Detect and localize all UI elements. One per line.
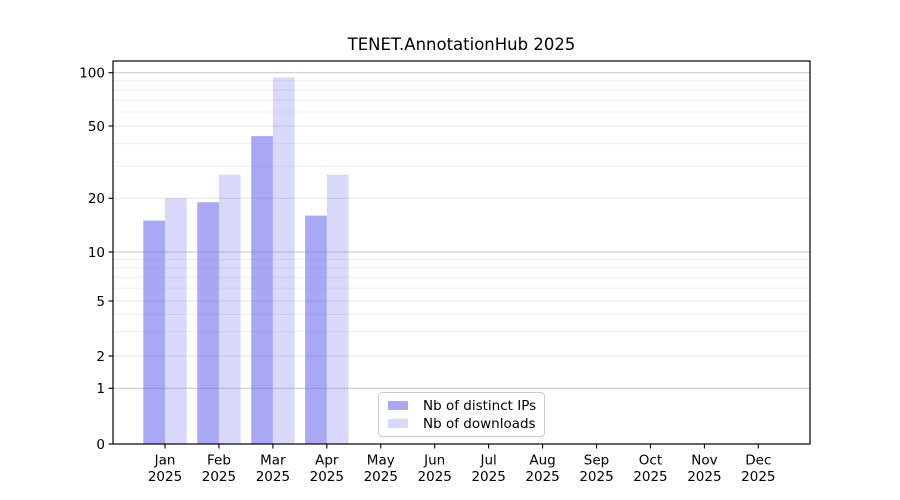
x-tick-label-month: Oct [639,453,662,469]
legend-swatch-downloads [388,419,408,428]
bar-downloads [165,198,187,444]
x-tick-label-year: 2025 [525,469,559,485]
x-tick-label-month: Jul [479,453,496,469]
legend-swatch-distinct-ips [388,401,408,410]
x-tick-label-year: 2025 [148,469,182,485]
y-tick-label: 0 [96,437,105,453]
legend-item-distinct-ips: Nb of distinct IPs [388,397,544,414]
x-tick-label-year: 2025 [418,469,452,485]
x-tick-label-year: 2025 [687,469,721,485]
y-tick-label: 20 [88,191,105,207]
x-tick-label-year: 2025 [741,469,775,485]
legend-item-downloads: Nb of downloads [388,415,544,432]
y-tick-label: 5 [96,294,105,310]
x-tick-label-month: Jan [154,453,176,469]
bar-distinct-ips [305,215,327,444]
y-tick-label: 50 [88,119,105,135]
x-tick-label-year: 2025 [633,469,667,485]
bar-downloads [218,174,241,444]
x-tick-label-year: 2025 [364,469,398,485]
bar-distinct-ips [197,202,219,444]
y-tick-label: 100 [79,66,105,82]
chart-legend: Nb of distinct IPs Nb of downloads [378,392,545,437]
x-tick-label-month: Jun [423,453,445,469]
y-tick-label: 10 [88,245,105,261]
x-tick-label-month: Apr [315,453,339,469]
bar-distinct-ips [143,220,165,444]
x-tick-label-year: 2025 [579,469,613,485]
bar-downloads [326,174,349,444]
x-tick-label-month: Sep [584,453,609,469]
bar-downloads [272,77,295,444]
x-tick-label-year: 2025 [471,469,505,485]
y-tick-label: 2 [96,349,105,365]
x-tick-label-month: Feb [207,453,231,469]
x-tick-label-year: 2025 [256,469,290,485]
x-tick-label-month: Aug [529,453,555,469]
y-tick-label: 1 [96,381,105,397]
x-tick-label-month: Nov [691,453,717,469]
legend-label-distinct-ips: Nb of distinct IPs [423,397,537,414]
x-tick-label-month: May [367,453,395,469]
x-tick-label-month: Dec [745,453,771,469]
bar-distinct-ips [251,136,273,444]
legend-label-downloads: Nb of downloads [423,415,536,432]
x-tick-label-year: 2025 [202,469,236,485]
chart-title: TENET.AnnotationHub 2025 [347,35,576,54]
x-tick-label-year: 2025 [310,469,344,485]
x-tick-label-month: Mar [260,453,286,469]
